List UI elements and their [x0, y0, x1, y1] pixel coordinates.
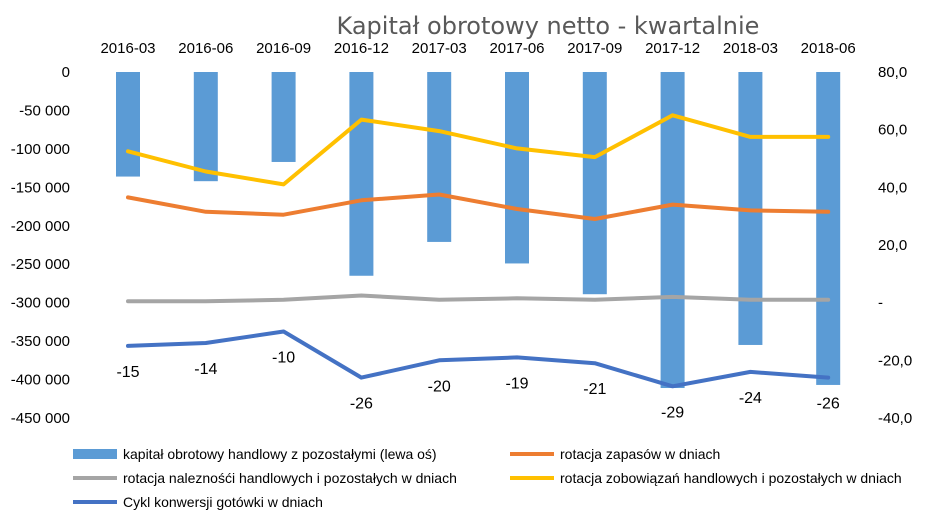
left-axis-tick-label: -100 000 [11, 141, 70, 158]
legend: kapitał obrotowy handlowy z pozostałymi … [73, 446, 902, 510]
bar [193, 72, 218, 182]
data-label: -19 [505, 375, 528, 392]
bar [349, 72, 374, 276]
data-label: -14 [194, 361, 217, 378]
category-label: 2016-12 [334, 40, 389, 57]
right-axis-tick-label: - [878, 295, 883, 312]
data-label: -10 [272, 350, 295, 367]
left-axis-tick-label: -150 000 [11, 179, 70, 196]
legend-label: Cykl konwersji gotówki w dniach [123, 494, 323, 510]
right-axis-tick-label: 20,0 [878, 237, 907, 254]
bar [816, 72, 841, 385]
right-axis-tick-label: -20,0 [878, 352, 912, 369]
right-axis: 80,0 60,0 40,0 20,0 - -20,0 -40,0 [878, 64, 912, 427]
data-labels: -15 -14 -10 -26 -20 -19 -21 -29 -24 -26 [116, 350, 839, 422]
series-line [126, 113, 831, 187]
data-label: -26 [817, 396, 840, 413]
right-axis-tick-label: 40,0 [878, 179, 907, 196]
left-axis-tick-label: -50 000 [19, 102, 70, 119]
category-label: 2018-03 [723, 40, 778, 57]
right-axis-tick-label: 80,0 [878, 64, 907, 81]
left-axis-tick-label: -450 000 [11, 410, 70, 427]
bar [271, 72, 296, 162]
left-axis-tick-label: -200 000 [11, 218, 70, 235]
series-line [126, 293, 831, 304]
legend-label: kapitał obrotowy handlowy z pozostałymi … [123, 446, 437, 462]
category-label: 2017-12 [645, 40, 700, 57]
category-label: 2017-09 [567, 40, 622, 57]
left-axis-tick-label: -350 000 [11, 333, 70, 350]
chart-title: Kapitał obrotowy netto - kwartalnie [337, 12, 760, 40]
data-label: -20 [428, 378, 451, 395]
left-axis-tick-label: -300 000 [11, 295, 70, 312]
bar [660, 72, 685, 389]
category-axis: 2016-03 2016-06 2016-09 2016-12 2017-03 2017-… [100, 40, 855, 57]
category-label: 2017-03 [412, 40, 467, 57]
data-label: -21 [583, 381, 606, 398]
data-label: -24 [739, 390, 762, 407]
left-axis-tick-label: 0 [62, 64, 70, 81]
right-axis-tick-label: 60,0 [878, 122, 907, 139]
legend-swatch [73, 449, 117, 459]
left-axis-tick-label: -250 000 [11, 256, 70, 273]
series-line [126, 192, 831, 221]
category-label: 2017-06 [489, 40, 544, 57]
left-axis: 0 -50 000 -100 000 -150 000 -200 000 -250 000… [11, 64, 70, 427]
bar [116, 72, 140, 177]
bar [427, 72, 452, 242]
legend-label: rotacja naleznośći handlowych i pozostał… [123, 470, 457, 486]
category-label: 2018-06 [801, 40, 856, 57]
legend-label: rotacja zobowiązań handlowych i pozostał… [560, 470, 902, 486]
bar [505, 72, 529, 264]
bar [582, 72, 607, 295]
data-label: -29 [661, 404, 684, 421]
right-axis-tick-label: -40,0 [878, 410, 912, 427]
data-label: -15 [116, 364, 139, 381]
left-axis-tick-label: -400 000 [11, 372, 70, 389]
legend-label: rotacja zapasów w dniach [560, 446, 720, 462]
category-label: 2016-03 [100, 40, 155, 57]
category-label: 2016-09 [256, 40, 311, 57]
series-line [126, 329, 831, 389]
line-series [126, 113, 831, 389]
data-label: -26 [350, 396, 373, 413]
category-label: 2016-06 [178, 40, 233, 57]
